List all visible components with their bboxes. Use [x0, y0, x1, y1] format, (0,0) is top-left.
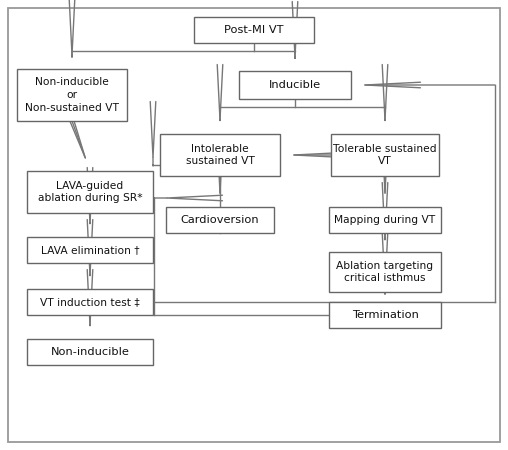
Text: Non-inducible: Non-inducible [51, 347, 130, 357]
Text: VT induction test ‡: VT induction test ‡ [40, 297, 140, 307]
Text: LAVA-guided
ablation during SR*: LAVA-guided ablation during SR* [38, 180, 142, 203]
Text: Inducible: Inducible [269, 80, 321, 90]
Text: Cardioversion: Cardioversion [181, 215, 259, 225]
Text: Termination: Termination [352, 310, 419, 320]
Bar [160, 134, 280, 176]
Bar [329, 302, 441, 328]
Bar [27, 289, 153, 315]
Text: Tolerable sustained
VT: Tolerable sustained VT [333, 144, 437, 166]
Bar [17, 69, 127, 121]
Text: LAVA elimination †: LAVA elimination † [41, 245, 139, 255]
Bar [329, 207, 441, 233]
Text: Non-inducible
or
Non-sustained VT: Non-inducible or Non-sustained VT [25, 77, 119, 113]
Bar [27, 171, 153, 213]
Text: Ablation targeting
critical isthmus: Ablation targeting critical isthmus [336, 261, 433, 284]
Text: Intolerable
sustained VT: Intolerable sustained VT [185, 144, 255, 166]
Text: Mapping during VT: Mapping during VT [334, 215, 436, 225]
Bar [194, 17, 314, 43]
Bar [329, 252, 441, 292]
Text: Post-MI VT: Post-MI VT [224, 25, 284, 35]
Bar [166, 207, 274, 233]
Bar [331, 134, 439, 176]
Bar [27, 237, 153, 263]
Bar [239, 71, 351, 99]
Bar [27, 339, 153, 365]
